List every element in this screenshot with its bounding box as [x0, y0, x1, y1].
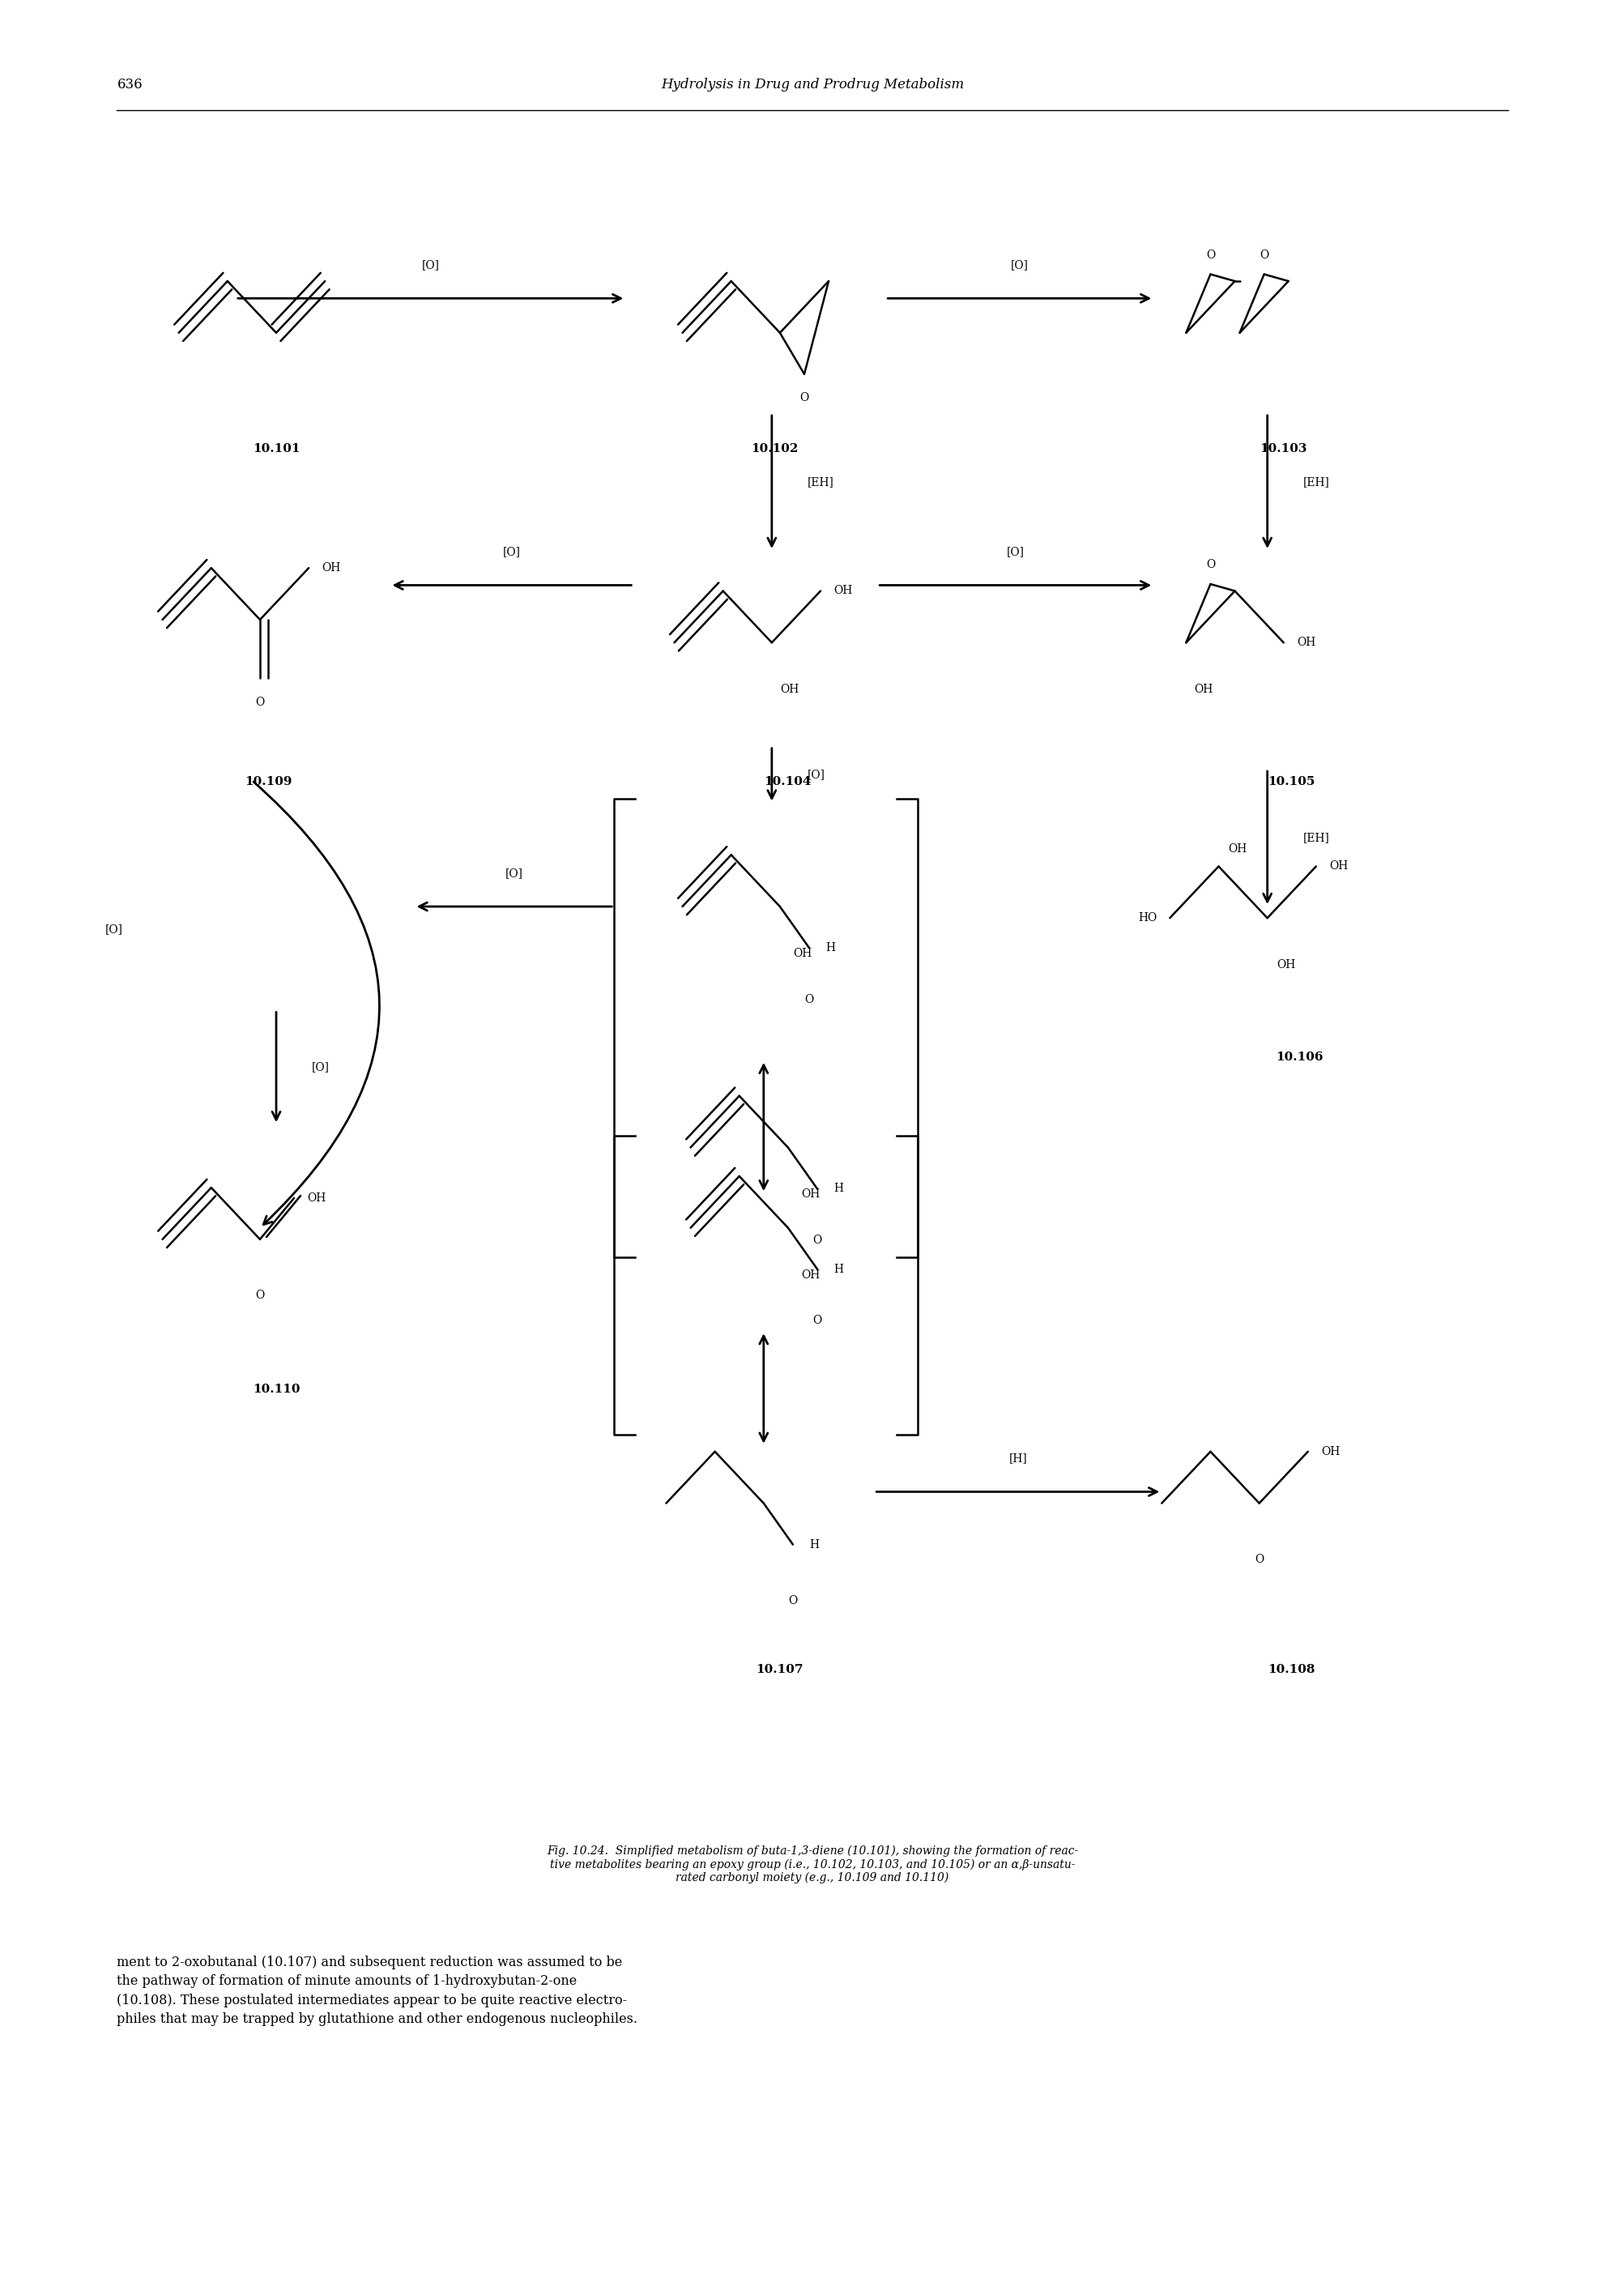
Text: [EH]: [EH] [1302, 833, 1328, 842]
Text: 10.106: 10.106 [1275, 1051, 1324, 1063]
Text: 10.108: 10.108 [1267, 1664, 1315, 1675]
Text: O: O [255, 1290, 265, 1301]
Text: Fig. 10.24.  Simplified metabolism of buta-1,3-diene (10.101), showing the forma: Fig. 10.24. Simplified metabolism of but… [546, 1845, 1078, 1884]
Text: ment to 2-oxobutanal (10.107) and subsequent reduction was assumed to be
the pat: ment to 2-oxobutanal (10.107) and subseq… [117, 1955, 638, 2026]
Text: O: O [1205, 560, 1215, 571]
Text: OH: OH [1296, 638, 1315, 647]
Text: HO: HO [1137, 913, 1156, 923]
Text: H: H [833, 1265, 843, 1274]
Text: O: O [799, 392, 809, 404]
FancyArrowPatch shape [253, 783, 380, 1226]
Text: [H]: [H] [1009, 1453, 1026, 1464]
Text: O: O [812, 1235, 822, 1246]
Text: OH: OH [307, 1193, 326, 1203]
Text: H: H [825, 943, 835, 952]
Text: H: H [809, 1540, 818, 1549]
Text: OH: OH [1228, 845, 1247, 856]
Text: [EH]: [EH] [807, 477, 833, 487]
Text: 10.107: 10.107 [755, 1664, 804, 1675]
Text: Hydrolysis in Drug and Prodrug Metabolism: Hydrolysis in Drug and Prodrug Metabolis… [661, 78, 963, 92]
Text: [O]: [O] [505, 868, 523, 879]
Text: 10.104: 10.104 [763, 776, 812, 787]
Text: O: O [812, 1315, 822, 1327]
Text: [O]: [O] [422, 259, 438, 271]
Text: 10.101: 10.101 [252, 443, 300, 454]
Text: OH: OH [833, 585, 853, 597]
Text: [O]: [O] [106, 925, 122, 934]
Text: OH: OH [1328, 861, 1348, 872]
Text: OH: OH [1194, 684, 1213, 695]
Text: [O]: [O] [312, 1063, 330, 1072]
Text: H: H [833, 1184, 843, 1193]
Text: OH: OH [780, 684, 799, 695]
Text: OH: OH [801, 1189, 820, 1200]
Text: OH: OH [801, 1269, 820, 1281]
Text: O: O [255, 698, 265, 707]
Text: 10.102: 10.102 [750, 443, 799, 454]
Text: 10.105: 10.105 [1267, 776, 1315, 787]
Text: [O]: [O] [503, 546, 520, 558]
Text: [EH]: [EH] [1302, 477, 1328, 487]
Text: 10.109: 10.109 [244, 776, 292, 787]
Text: 10.110: 10.110 [252, 1384, 300, 1395]
Text: [O]: [O] [1010, 259, 1028, 271]
Text: O: O [1259, 250, 1268, 262]
Text: [O]: [O] [807, 769, 825, 780]
Text: O: O [1205, 250, 1215, 262]
Text: OH: OH [322, 562, 341, 574]
Text: O: O [804, 994, 814, 1005]
Text: [O]: [O] [1007, 546, 1023, 558]
Text: O: O [788, 1595, 797, 1606]
Text: 636: 636 [117, 78, 143, 92]
Text: 10.103: 10.103 [1259, 443, 1307, 454]
Text: OH: OH [1276, 959, 1296, 971]
Text: O: O [1254, 1554, 1263, 1565]
Text: OH: OH [1320, 1446, 1340, 1457]
Text: OH: OH [793, 948, 812, 959]
